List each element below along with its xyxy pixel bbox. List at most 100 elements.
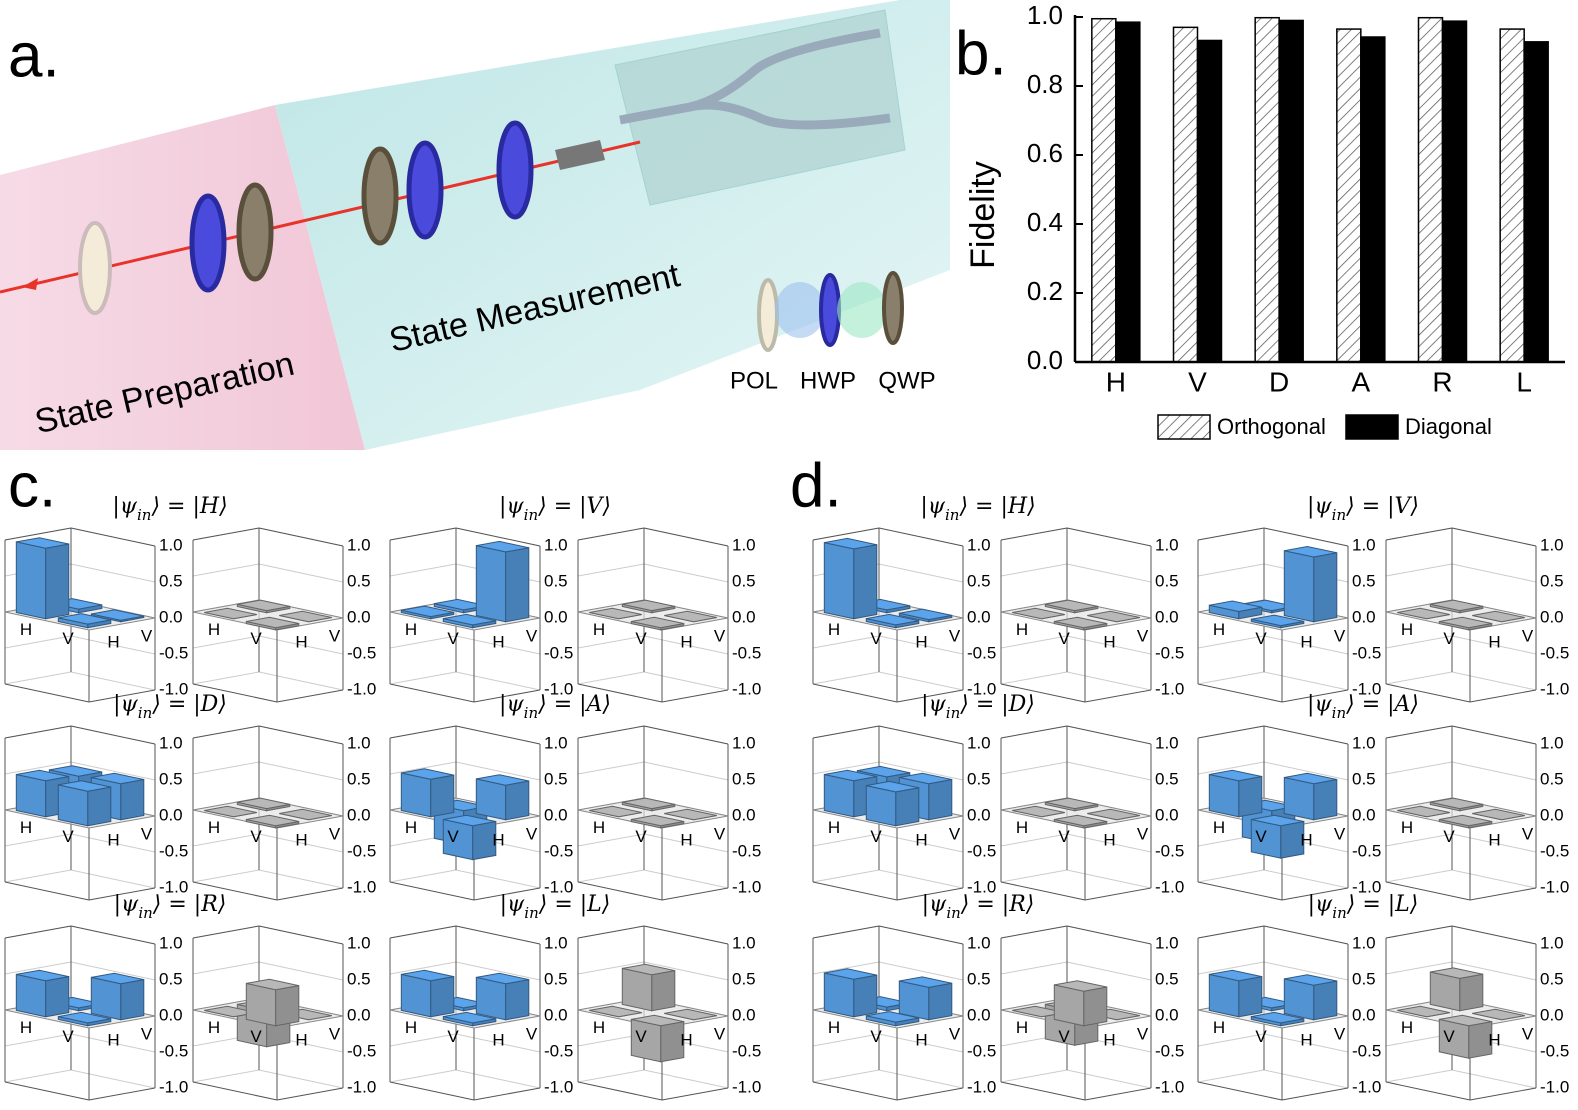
title-part: in — [945, 506, 959, 524]
bar-top — [1087, 610, 1140, 623]
bar — [1499, 28, 1525, 363]
grid-line — [1197, 563, 1265, 577]
legend-label: Orthogonal — [1217, 414, 1326, 439]
grid-line — [1451, 869, 1537, 889]
chip — [614, 9, 906, 206]
box-edge — [1197, 881, 1283, 901]
grid-line — [1197, 635, 1265, 649]
basis-label: V — [447, 629, 459, 648]
glow — [775, 282, 825, 338]
basis-label: V — [635, 827, 647, 846]
arrow — [22, 278, 38, 290]
box-edge — [455, 725, 541, 745]
bar-top — [246, 978, 299, 991]
basis-label: H — [1103, 632, 1115, 651]
box-edge — [1066, 527, 1152, 547]
grid-line — [4, 671, 72, 685]
bar-side — [505, 780, 530, 821]
basis-label: V — [1058, 1027, 1070, 1046]
grid-line — [1385, 761, 1453, 775]
z-tick-label: -1.0 — [347, 1077, 376, 1096]
grid-line — [1000, 1069, 1068, 1083]
basis-label: V — [870, 1027, 882, 1046]
z-tick-label: 0.5 — [967, 571, 991, 590]
z-tick-label: 1.0 — [159, 733, 183, 752]
title-part: |ψ — [500, 892, 525, 917]
grid-line — [1263, 869, 1349, 889]
matrix-bar — [664, 610, 717, 623]
basis-label: V — [635, 629, 647, 648]
title-part: in — [1332, 506, 1346, 524]
glow — [837, 282, 887, 338]
matrix-bar — [1250, 1011, 1305, 1027]
grid-line — [1000, 961, 1068, 975]
grid-line — [4, 833, 72, 847]
box-edge — [192, 725, 260, 739]
box-edge — [878, 725, 964, 745]
z-tick-label: 0.0 — [1155, 607, 1179, 626]
bar-top — [58, 780, 111, 792]
bar — [1278, 19, 1304, 363]
matrix-bar — [475, 972, 530, 1021]
basis-label: V — [62, 629, 74, 648]
bar — [1254, 16, 1280, 363]
matrix-bar — [1053, 616, 1108, 631]
grid-line — [577, 869, 645, 883]
bar-top — [476, 540, 529, 553]
density-plot: 1.0 0.5 0.0 -0.5 -1.0 H H V V — [812, 925, 996, 1101]
grid-line — [258, 833, 344, 853]
matrix-bar — [630, 1014, 685, 1063]
bar-top — [824, 537, 877, 550]
basis-label: H — [20, 620, 32, 639]
bar-side — [45, 976, 70, 1018]
grid-line — [577, 961, 645, 975]
matrix-bar — [823, 968, 878, 1018]
grid-line — [1263, 671, 1349, 691]
grid-line — [1451, 635, 1537, 655]
bar-side — [1238, 976, 1263, 1018]
title-part: in — [524, 506, 538, 524]
z-tick-label: 0.0 — [159, 805, 183, 824]
z-tick-label: -0.5 — [732, 643, 761, 662]
z-tick-label: 1.0 — [1352, 733, 1376, 752]
basis-label: V — [141, 1024, 153, 1043]
bar-top — [237, 797, 290, 810]
z-tick-label: 0.5 — [544, 769, 568, 788]
grid-line — [389, 1069, 457, 1083]
matrix-bar — [442, 814, 497, 861]
z-tick-label: 1.0 — [1155, 933, 1179, 952]
basis-label: V — [141, 824, 153, 843]
basis-label: H — [1488, 1030, 1500, 1049]
z-tick-label: 0.5 — [732, 769, 756, 788]
state-title: |ψin⟩ = |D⟩ — [113, 692, 227, 722]
density-plot: 1.0 0.5 0.0 -0.5 -1.0 H H V V — [1385, 725, 1569, 901]
matrix-bar — [1397, 805, 1450, 818]
box-edge — [276, 887, 344, 901]
box-edge — [577, 527, 645, 541]
grid-line — [812, 961, 880, 975]
bar-top — [1251, 814, 1304, 827]
density-plot: 1.0 0.5 0.0 -0.5 -1.0 H H V V — [1000, 527, 1184, 703]
grid-line — [1385, 1069, 1453, 1083]
z-tick-label: -0.5 — [544, 841, 573, 860]
basis-label: V — [141, 626, 153, 645]
state-title: |ψin⟩ = |R⟩ — [922, 892, 1035, 922]
basis-label: V — [1522, 1024, 1534, 1043]
z-tick-label: -0.5 — [967, 1041, 996, 1060]
basis-label: H — [1213, 1018, 1225, 1037]
box-edge — [4, 725, 72, 739]
z-tick-label: -0.5 — [159, 841, 188, 860]
bar-top — [664, 610, 717, 623]
z-tick-label: 0.5 — [347, 769, 371, 788]
basis-label: V — [714, 626, 726, 645]
density-plot: 1.0 0.5 0.0 -0.5 -1.0 H H V V — [4, 925, 188, 1101]
density-plot: 1.0 0.5 0.0 -0.5 -1.0 H H V V — [1000, 725, 1184, 901]
box-edge — [70, 925, 156, 945]
density-plot: 1.0 0.5 0.0 -0.5 -1.0 H H V V — [389, 725, 573, 901]
bar — [1172, 26, 1199, 363]
grid-line — [192, 1069, 260, 1083]
bar-top — [631, 1014, 684, 1027]
bar-top — [631, 616, 684, 629]
basis-label: V — [714, 824, 726, 843]
